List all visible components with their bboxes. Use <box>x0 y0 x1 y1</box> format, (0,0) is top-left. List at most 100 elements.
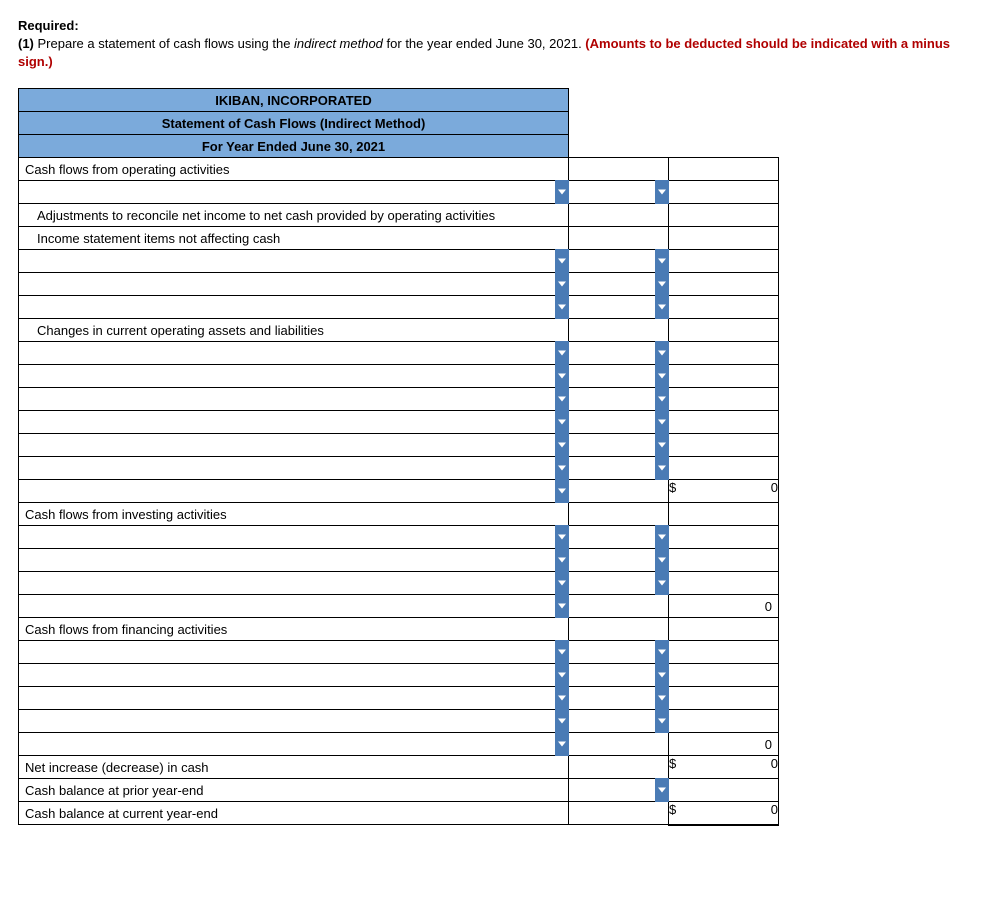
blank-cell <box>669 618 779 641</box>
line-item-dropdown[interactable] <box>19 526 569 549</box>
line-item-dropdown[interactable] <box>19 641 569 664</box>
blank-cell <box>569 204 669 227</box>
line-item-dropdown[interactable] <box>19 181 569 204</box>
amount-input[interactable] <box>569 779 669 802</box>
table-header-title: Statement of Cash Flows (Indirect Method… <box>19 112 569 135</box>
blank-cell <box>669 158 779 181</box>
amount-input[interactable] <box>569 526 669 549</box>
net-change-value: 0 <box>691 756 778 778</box>
blank-cell <box>669 710 779 733</box>
blank-cell <box>669 664 779 687</box>
dollar-sign: $ <box>669 480 691 502</box>
blank-cell <box>669 457 779 480</box>
op-activities-header: Cash flows from operating activities <box>19 158 569 181</box>
blank-cell <box>669 526 779 549</box>
inv-activities-header: Cash flows from investing activities <box>19 503 569 526</box>
changes-header: Changes in current operating assets and … <box>19 319 569 342</box>
current-balance-label: Cash balance at current year-end <box>19 802 569 825</box>
amount-input[interactable] <box>569 250 669 273</box>
fin-sub-value: 0 <box>669 733 779 756</box>
amount-input[interactable] <box>569 411 669 434</box>
blank-cell <box>569 756 669 779</box>
blank-cell <box>669 296 779 319</box>
line-item-dropdown[interactable] <box>19 572 569 595</box>
amount-input[interactable] <box>569 296 669 319</box>
end-balance-cell: $ 0 <box>669 802 779 825</box>
blank-cell <box>669 572 779 595</box>
item-number: (1) <box>18 36 34 51</box>
fin-activities-header: Cash flows from financing activities <box>19 618 569 641</box>
line-item-dropdown[interactable] <box>19 733 569 756</box>
op-total-value: 0 <box>691 480 778 502</box>
table-header-period: For Year Ended June 30, 2021 <box>19 135 569 158</box>
blank-cell <box>669 204 779 227</box>
amount-input[interactable] <box>669 779 779 802</box>
end-balance-value: 0 <box>691 802 778 824</box>
amount-input[interactable] <box>569 641 669 664</box>
line-item-dropdown[interactable] <box>19 365 569 388</box>
line-item-dropdown[interactable] <box>19 664 569 687</box>
line-item-dropdown[interactable] <box>19 296 569 319</box>
blank-cell <box>569 480 669 503</box>
line-item-dropdown[interactable] <box>19 480 569 503</box>
blank-cell <box>669 434 779 457</box>
line-item-dropdown[interactable] <box>19 273 569 296</box>
amount-input[interactable] <box>569 181 669 204</box>
op-total-cell: $ 0 <box>669 480 779 503</box>
line-item-dropdown[interactable] <box>19 595 569 618</box>
net-change-label: Net increase (decrease) in cash <box>19 756 569 779</box>
instr-italic: indirect method <box>294 36 383 51</box>
amount-input[interactable] <box>569 365 669 388</box>
line-item-dropdown[interactable] <box>19 434 569 457</box>
line-item-dropdown[interactable] <box>19 388 569 411</box>
instruction-text: (1) Prepare a statement of cash flows us… <box>18 35 972 70</box>
blank-cell <box>569 595 669 618</box>
line-item-dropdown[interactable] <box>19 687 569 710</box>
line-item-dropdown[interactable] <box>19 457 569 480</box>
prior-balance-label: Cash balance at prior year-end <box>19 779 569 802</box>
blank-cell <box>669 319 779 342</box>
blank-cell <box>669 227 779 250</box>
cash-flow-table: IKIBAN, INCORPORATED Statement of Cash F… <box>18 88 779 826</box>
blank-cell <box>569 802 669 825</box>
blank-cell <box>569 618 669 641</box>
blank-cell <box>669 503 779 526</box>
blank-cell <box>569 319 669 342</box>
amount-input[interactable] <box>569 710 669 733</box>
line-item-dropdown[interactable] <box>19 250 569 273</box>
line-item-dropdown[interactable] <box>19 549 569 572</box>
blank-cell <box>569 227 669 250</box>
amount-input[interactable] <box>569 342 669 365</box>
amount-input[interactable] <box>569 273 669 296</box>
blank-cell <box>669 365 779 388</box>
amount-input[interactable] <box>569 388 669 411</box>
adjustments-header: Adjustments to reconcile net income to n… <box>19 204 569 227</box>
blank-cell <box>669 549 779 572</box>
amount-input[interactable] <box>569 434 669 457</box>
amount-input[interactable] <box>569 457 669 480</box>
instr-part2: for the year ended June 30, 2021. <box>383 36 585 51</box>
dollar-sign: $ <box>669 756 691 778</box>
blank-cell <box>669 342 779 365</box>
blank-cell <box>669 641 779 664</box>
instructions-block: Required: (1) Prepare a statement of cas… <box>18 18 972 70</box>
amount-input[interactable] <box>569 687 669 710</box>
line-item-dropdown[interactable] <box>19 411 569 434</box>
instr-part1: Prepare a statement of cash flows using … <box>34 36 294 51</box>
line-item-dropdown[interactable] <box>19 342 569 365</box>
amount-input[interactable] <box>569 572 669 595</box>
line-item-dropdown[interactable] <box>19 710 569 733</box>
blank-cell <box>569 733 669 756</box>
blank-cell <box>569 503 669 526</box>
amount-input[interactable] <box>569 549 669 572</box>
inv-total-value: 0 <box>669 595 779 618</box>
blank-cell <box>669 250 779 273</box>
table-header-company: IKIBAN, INCORPORATED <box>19 89 569 112</box>
blank-cell <box>669 411 779 434</box>
dollar-sign: $ <box>669 802 691 824</box>
net-change-cell: $ 0 <box>669 756 779 779</box>
amount-input[interactable] <box>569 664 669 687</box>
income-items-header: Income statement items not affecting cas… <box>19 227 569 250</box>
blank-cell <box>669 388 779 411</box>
blank-cell <box>669 687 779 710</box>
